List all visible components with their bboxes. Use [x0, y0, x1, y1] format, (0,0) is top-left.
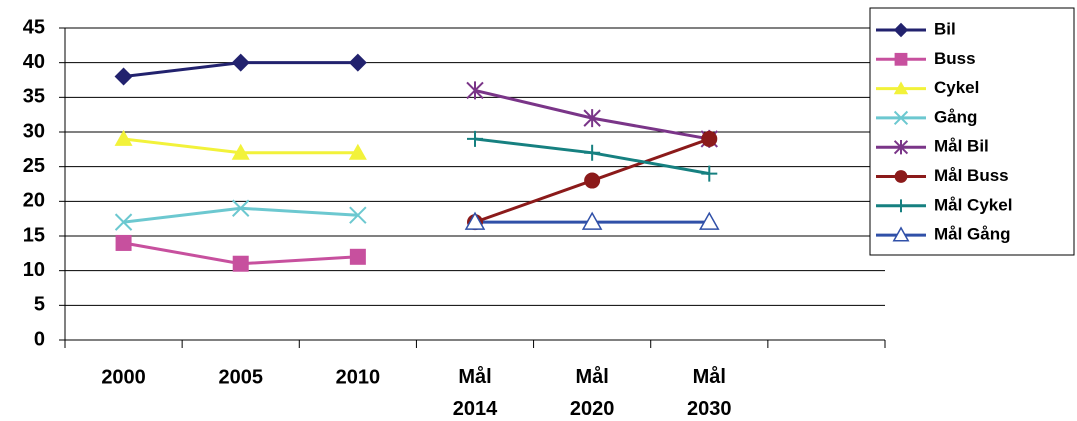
y-tick-label: 45: [23, 16, 45, 38]
y-tick-label: 5: [34, 294, 45, 316]
marker: [348, 143, 367, 160]
marker: [349, 248, 366, 265]
marker: [114, 213, 133, 231]
x-tick-label: 2000: [101, 366, 146, 388]
y-tick-label: 15: [23, 224, 45, 246]
marker: [893, 22, 909, 38]
marker: [467, 130, 483, 147]
legend-label: Mål Gång: [934, 225, 1011, 244]
y-tick-label: 20: [23, 190, 45, 212]
y-tick-label: 25: [23, 155, 45, 177]
marker: [466, 81, 484, 100]
y-tick-label: 0: [34, 328, 45, 350]
marker: [232, 255, 249, 272]
marker: [464, 211, 486, 230]
marker: [114, 129, 133, 146]
marker: [349, 206, 367, 224]
marker: [893, 81, 909, 95]
y-tick-label: 40: [23, 51, 45, 73]
marker: [699, 211, 720, 230]
marker: [894, 199, 908, 213]
marker: [348, 53, 367, 72]
legend-label: Cykel: [934, 78, 979, 97]
marker: [584, 172, 601, 189]
legend: Bil Buss Cykel Gång Mål Bil Mål Buss Mål Cykel…: [869, 7, 1075, 256]
x-tick-label: 2005: [218, 366, 263, 388]
marker: [701, 165, 718, 182]
y-tick-label: 35: [23, 86, 45, 108]
x-tick-label: Mål 2020: [570, 365, 615, 420]
marker: [231, 143, 250, 160]
marker: [115, 234, 132, 251]
x-tick-label: 2010: [336, 366, 381, 388]
y-tick-label: 30: [23, 120, 45, 142]
legend-label: Mål Bil: [934, 137, 989, 156]
x-tick-label: Mål 2030: [687, 365, 732, 420]
marker: [894, 52, 908, 66]
marker: [894, 170, 908, 183]
legend-label: Bil: [934, 19, 956, 38]
series-line: [123, 206, 358, 224]
marker: [893, 140, 909, 155]
legend-label: Mål Buss: [934, 166, 1009, 185]
x-tick-label: Mål 2014: [453, 365, 498, 420]
marker: [701, 130, 718, 147]
marker: [892, 226, 910, 242]
marker: [231, 53, 250, 72]
marker: [583, 109, 601, 128]
legend-label: Mål Cykel: [934, 195, 1012, 214]
y-tick-label: 10: [23, 259, 45, 281]
marker: [584, 144, 601, 161]
marker: [581, 211, 603, 230]
legend-label: Gång: [934, 107, 977, 126]
legend-label: Buss: [934, 49, 976, 68]
marker: [232, 199, 250, 217]
legend-box: [869, 7, 1075, 256]
marker: [893, 110, 909, 126]
marker: [114, 67, 133, 86]
